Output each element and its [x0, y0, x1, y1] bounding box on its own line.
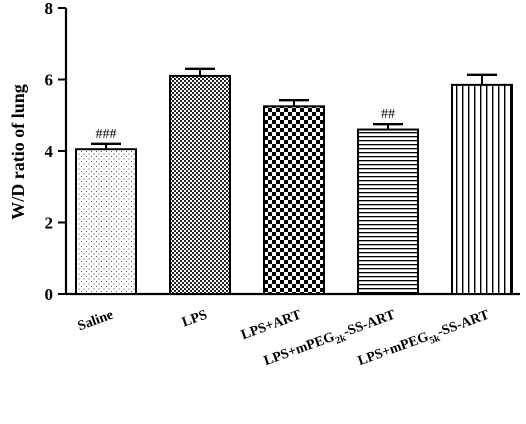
x-tick-label: LPS+ART	[239, 307, 304, 343]
y-tick-label: 6	[45, 71, 54, 90]
bar	[75, 148, 137, 295]
x-tick-label-text: LPS+mPEG	[262, 330, 337, 369]
x-tick-label-suffix: -SS-ART	[342, 307, 398, 340]
bar	[263, 105, 325, 295]
y-tick-label: 2	[45, 214, 54, 233]
bar	[451, 83, 513, 295]
y-axis-title: W/D ratio of lung	[8, 84, 28, 220]
significance-label: ##	[381, 107, 395, 122]
x-tick-label-subscript: 2k	[334, 333, 348, 347]
x-tick-label: LPS	[180, 308, 209, 331]
bars: #####	[75, 67, 513, 295]
category-labels: Saline LPS LPS+ARTLPS+mPEG2k-SS-ARTLPS+mPE…	[76, 307, 492, 369]
bar	[169, 74, 231, 295]
x-tick-label-text: LPS	[180, 308, 209, 331]
x-tick-label-text: LPS+mPEG	[356, 330, 431, 369]
x-tick-label-subscript: 5k	[428, 333, 442, 347]
x-tick-label-text: Saline	[76, 308, 116, 335]
y-axis: 0 2 4 6 8	[45, 0, 68, 304]
x-tick-label-text: LPS+ART	[239, 307, 304, 343]
x-tick-label-suffix: -SS-ART	[436, 307, 492, 340]
y-tick-label: 0	[45, 285, 54, 304]
bar	[357, 128, 419, 295]
y-tick-label: 8	[45, 0, 54, 18]
x-tick-label: Saline	[76, 308, 116, 335]
significance-label: ###	[96, 127, 117, 142]
y-tick-label: 4	[45, 142, 54, 161]
